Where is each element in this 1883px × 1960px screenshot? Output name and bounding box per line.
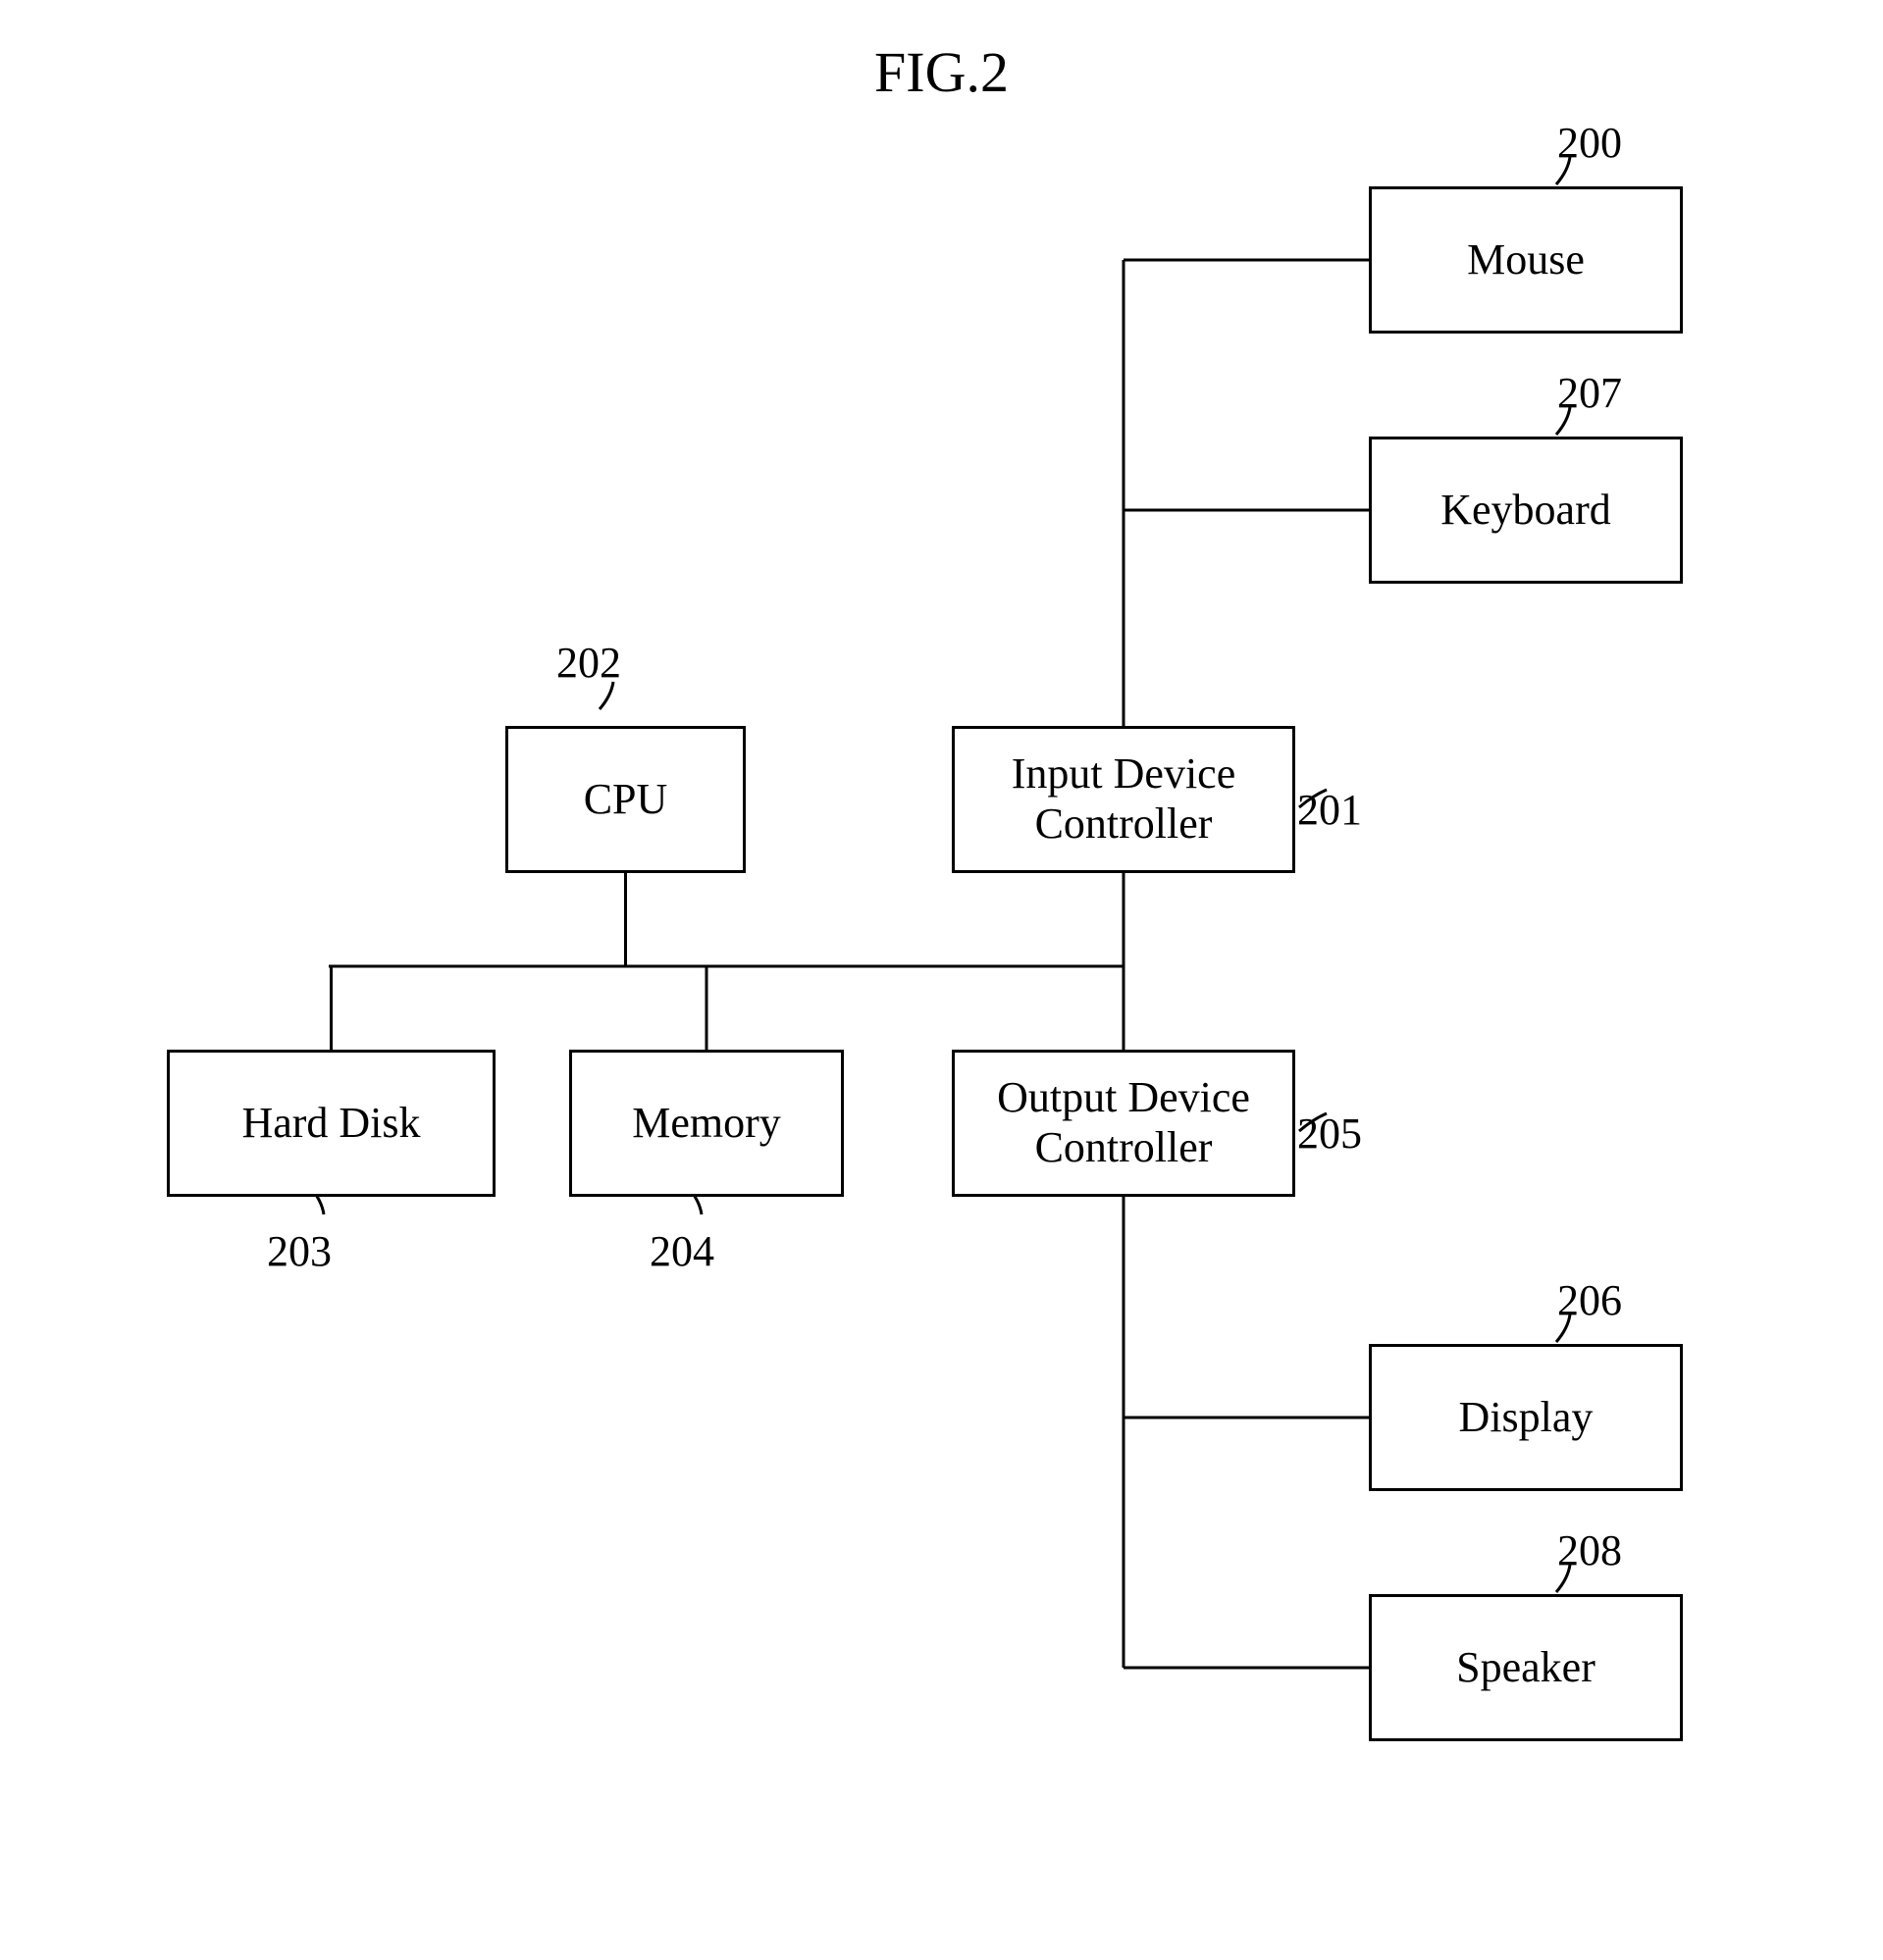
node-speaker: Speaker <box>1369 1594 1683 1741</box>
figure-canvas: FIG.2 Mouse 200 Keyboard 207 CPU 202 Input Dev… <box>0 0 1883 1960</box>
node-label: Output Device Controller <box>997 1073 1250 1172</box>
node-label: Speaker <box>1456 1643 1595 1693</box>
node-input_ctrl: Input Device Controller <box>952 726 1295 873</box>
ref-keyboard: 207 <box>1541 368 1639 418</box>
ref-cpu: 202 <box>540 638 638 688</box>
node-label: Input Device Controller <box>1012 749 1235 849</box>
node-keyboard: Keyboard <box>1369 437 1683 584</box>
node-hard_disk: Hard Disk <box>167 1050 496 1197</box>
node-label: Display <box>1459 1393 1594 1443</box>
ref-display: 206 <box>1541 1275 1639 1325</box>
ref-hard_disk: 203 <box>250 1226 348 1276</box>
node-label: Hard Disk <box>241 1099 420 1149</box>
ref-mouse: 200 <box>1541 118 1639 168</box>
node-label: Keyboard <box>1440 486 1611 536</box>
node-label: Memory <box>632 1099 781 1149</box>
node-display: Display <box>1369 1344 1683 1491</box>
figure-title: FIG.2 <box>0 39 1883 105</box>
ref-speaker: 208 <box>1541 1525 1639 1575</box>
node-memory: Memory <box>569 1050 844 1197</box>
node-label: CPU <box>584 775 668 825</box>
ref-memory: 204 <box>633 1226 731 1276</box>
ref-output_ctrl: 205 <box>1281 1109 1379 1159</box>
node-mouse: Mouse <box>1369 186 1683 334</box>
node-label: Mouse <box>1467 235 1585 285</box>
node-output_ctrl: Output Device Controller <box>952 1050 1295 1197</box>
node-cpu: CPU <box>505 726 746 873</box>
ref-input_ctrl: 201 <box>1281 785 1379 835</box>
